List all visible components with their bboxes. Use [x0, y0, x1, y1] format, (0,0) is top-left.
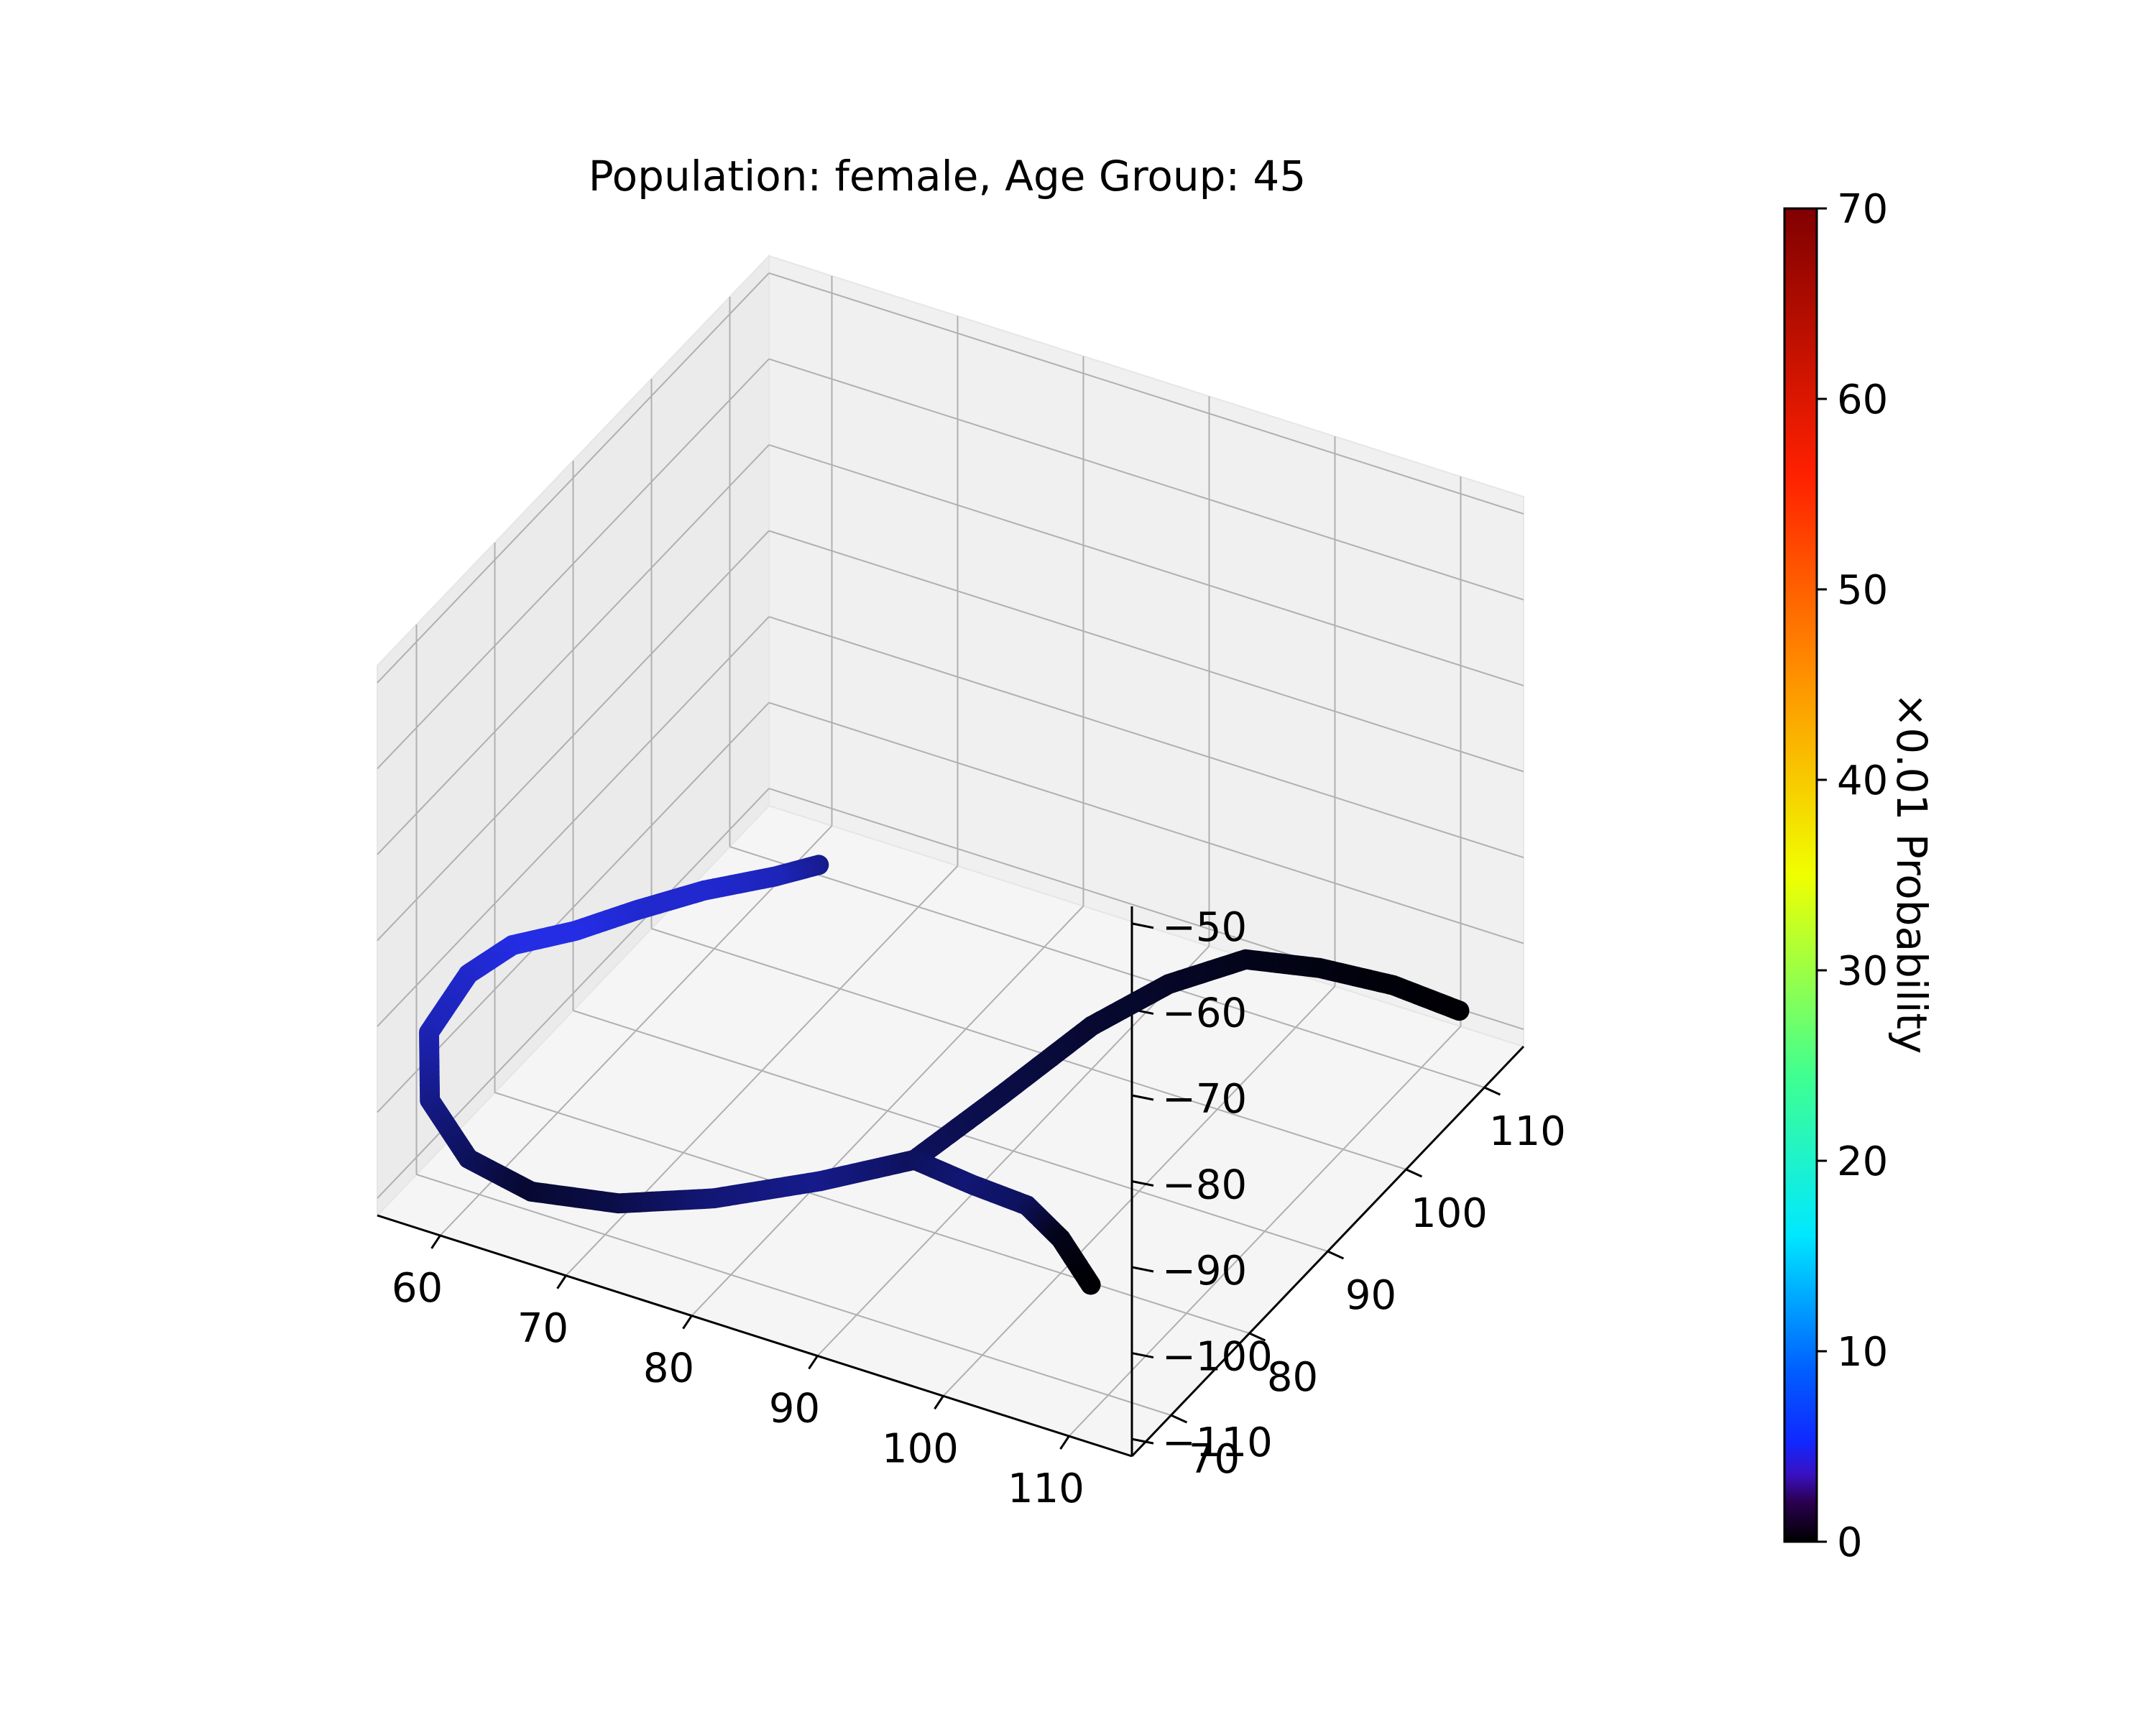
grid-lines: [377, 272, 1524, 1437]
data-point: [1080, 1274, 1101, 1295]
colorbar-tick-label: 20: [1837, 1138, 1888, 1185]
colorbar-tick-label: 40: [1837, 758, 1888, 804]
grid-line-z-left: [377, 616, 770, 1027]
z-tick-mark: [1131, 922, 1154, 929]
z-tick-label: −60: [1162, 990, 1247, 1036]
colorbar-label: ×0.01 Probability: [1887, 693, 1936, 1054]
grid-line-y-floor: [651, 928, 1406, 1170]
x-axis-line: [377, 1214, 1133, 1458]
x-tick-label: 70: [517, 1305, 568, 1352]
colorbar-tick-label: 0: [1837, 1519, 1863, 1566]
y-tick-mark: [1405, 1168, 1423, 1178]
x-tick-mark: [556, 1274, 567, 1289]
grid-line-z-back: [768, 358, 1524, 601]
x-tick-mark: [808, 1355, 819, 1370]
data-point: [1449, 1000, 1470, 1021]
x-tick-label: 60: [392, 1265, 443, 1312]
grid-line-z-left: [377, 444, 770, 855]
z-tick-mark: [1131, 1438, 1154, 1445]
grid-line-z-back: [768, 272, 1524, 515]
y-tick-mark: [1248, 1332, 1266, 1342]
y-tick-mark: [1170, 1414, 1188, 1424]
grid-line-z-back: [768, 702, 1524, 944]
grid-line-z-left: [377, 702, 770, 1113]
y-tick-label: 90: [1345, 1272, 1396, 1319]
x-tick-label: 110: [1008, 1466, 1084, 1512]
grid-line-z-back: [768, 616, 1524, 858]
colorbar-gradient: [1783, 207, 1818, 1543]
z-tick-label: −90: [1162, 1248, 1247, 1294]
colorbar-tick-label: 60: [1837, 377, 1888, 423]
z-tick-label: −100: [1162, 1334, 1273, 1381]
z-tick-label: −50: [1162, 904, 1247, 951]
data-points: [419, 855, 1470, 1295]
x-tick-label: 90: [769, 1385, 820, 1432]
x-tick-mark: [682, 1315, 693, 1330]
z-tick-label: −110: [1162, 1420, 1273, 1466]
x-tick-mark: [1059, 1435, 1070, 1450]
colorbar-ticks: 0 10 20 30 40 50 60 70: [1817, 186, 1888, 1566]
x-tick-label: 80: [643, 1346, 694, 1392]
grid-line-y-floor: [494, 1092, 1250, 1334]
grid-line-z-left: [377, 530, 770, 942]
grid-line-y-floor: [416, 1174, 1171, 1416]
x-tick-mark: [430, 1235, 441, 1249]
grid-line-z-back: [768, 444, 1524, 686]
z-tick-mark: [1131, 1266, 1154, 1273]
y-tick-mark: [1327, 1250, 1345, 1260]
grid-line-z-back: [768, 530, 1524, 773]
colorbar-tick-label: 30: [1837, 948, 1888, 995]
grid-line-z-left: [377, 272, 770, 684]
y-tick-label: 100: [1411, 1190, 1488, 1237]
grid-line-z-left: [377, 358, 770, 770]
y-tick-label: 110: [1489, 1108, 1566, 1155]
z-tick-label: −80: [1162, 1162, 1247, 1209]
colorbar-tick-label: 10: [1837, 1329, 1888, 1376]
colorbar: 0 10 20 30 40 50 60 70 ×0.01 Probability: [1783, 186, 1936, 1566]
grid-line-y-floor: [729, 846, 1485, 1088]
y-tick-label: 80: [1267, 1354, 1318, 1401]
y-tick-mark: [1483, 1086, 1501, 1096]
x-tick-mark: [934, 1395, 944, 1410]
z-tick-mark: [1131, 1094, 1154, 1101]
x-tick-label: 100: [882, 1425, 959, 1472]
colorbar-tick-label: 50: [1837, 567, 1888, 614]
y-tick-label: 70: [1189, 1436, 1240, 1483]
z-tick-mark: [1131, 1352, 1154, 1359]
chart-title: Population: female, Age Group: 45: [589, 152, 1307, 201]
axis-ticks: 60708090100110708090100110−50−60−70−80−9…: [392, 904, 1566, 1512]
z-tick-label: −70: [1162, 1076, 1247, 1123]
colorbar-tick-label: 70: [1837, 186, 1888, 233]
z-tick-mark: [1131, 1180, 1154, 1187]
